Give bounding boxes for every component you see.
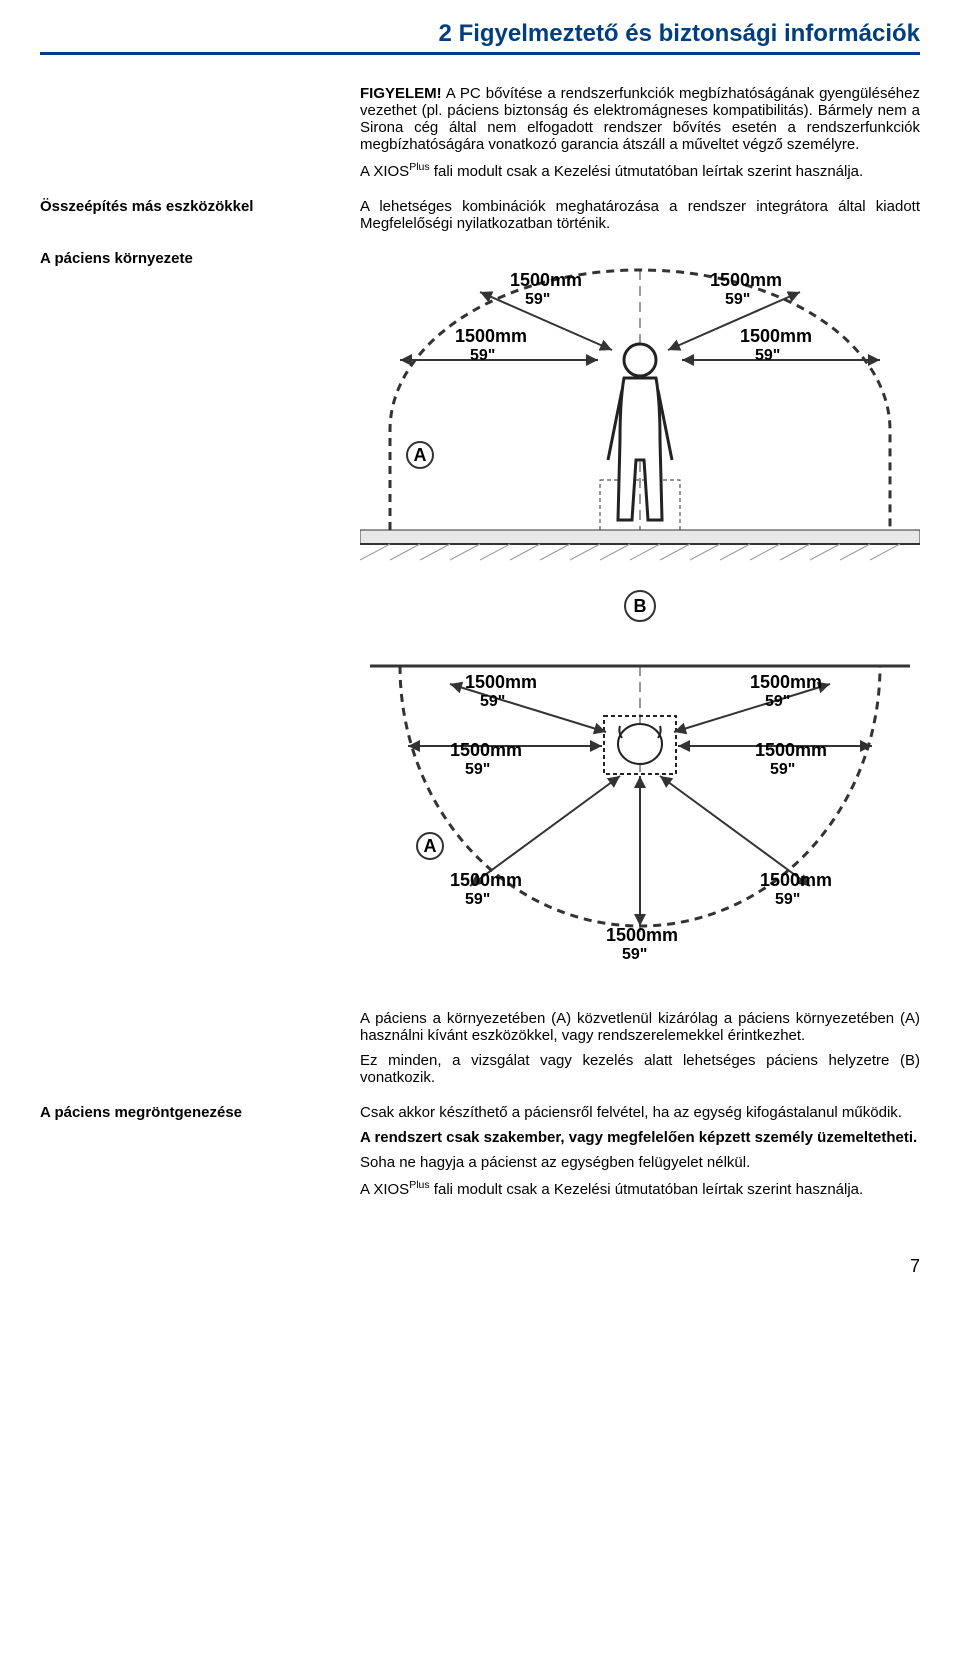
svg-text:A: A bbox=[424, 836, 437, 856]
svg-text:1500mm: 1500mm bbox=[455, 326, 527, 346]
svg-text:1500mm: 1500mm bbox=[606, 925, 678, 945]
header-rule bbox=[40, 52, 920, 55]
env-description-row: A páciens a környezetében (A) közvetlenü… bbox=[40, 1010, 920, 1094]
xray-p1: Csak akkor készíthető a páciensről felvé… bbox=[360, 1104, 920, 1121]
xray-label: A páciens megröntgenezése bbox=[40, 1104, 360, 1206]
intro-paragraph-1: FIGYELEM! A PC bővítése a rendszerfunkci… bbox=[360, 85, 920, 153]
env-row: A páciens környezete bbox=[40, 250, 920, 1000]
svg-text:59": 59" bbox=[770, 761, 795, 778]
diagram-top-view: A 1500mm 59" 1500mm 59" 1500mm 59" 1500m… bbox=[360, 636, 920, 976]
svg-text:59": 59" bbox=[755, 347, 780, 364]
diagram-side-view: A 1500mm 59" bbox=[360, 260, 920, 580]
svg-text:1500mm: 1500mm bbox=[750, 672, 822, 692]
svg-text:59": 59" bbox=[765, 693, 790, 710]
svg-text:59": 59" bbox=[525, 291, 550, 308]
svg-text:1500mm: 1500mm bbox=[760, 870, 832, 890]
svg-text:59": 59" bbox=[775, 891, 800, 908]
page-number: 7 bbox=[40, 1256, 920, 1277]
xray-p4: A XIOSPlus fali modult csak a Kezelési ú… bbox=[360, 1179, 920, 1198]
svg-text:59": 59" bbox=[480, 693, 505, 710]
assembly-row: Összeépítés más eszközökkel A lehetséges… bbox=[40, 198, 920, 240]
xray-row: A páciens megröntgenezése Csak akkor kés… bbox=[40, 1104, 920, 1206]
env-desc-p1: A páciens a környezetében (A) közvetlenü… bbox=[360, 1010, 920, 1044]
svg-text:1500mm: 1500mm bbox=[450, 870, 522, 890]
svg-text:1500mm: 1500mm bbox=[710, 270, 782, 290]
assembly-paragraph: A lehetséges kombinációk meghatározása a… bbox=[360, 198, 920, 232]
patient-environment-diagram: A 1500mm 59" bbox=[360, 250, 920, 1000]
svg-text:59": 59" bbox=[622, 946, 647, 963]
xray-p2: A rendszert csak szakember, vagy megfele… bbox=[360, 1129, 920, 1146]
svg-text:B: B bbox=[634, 596, 647, 616]
svg-text:1500mm: 1500mm bbox=[755, 740, 827, 760]
intro-row: FIGYELEM! A PC bővítése a rendszerfunkci… bbox=[40, 85, 920, 188]
svg-text:1500mm: 1500mm bbox=[510, 270, 582, 290]
intro-paragraph-2: A XIOSPlus fali modult csak a Kezelési ú… bbox=[360, 161, 920, 180]
svg-text:59": 59" bbox=[465, 761, 490, 778]
svg-text:59": 59" bbox=[725, 291, 750, 308]
svg-text:A: A bbox=[414, 445, 427, 465]
warning-label: FIGYELEM! bbox=[360, 85, 442, 102]
svg-text:59": 59" bbox=[470, 347, 495, 364]
svg-text:59": 59" bbox=[465, 891, 490, 908]
svg-text:1500mm: 1500mm bbox=[450, 740, 522, 760]
env-label: A páciens környezete bbox=[40, 250, 360, 1000]
svg-text:1500mm: 1500mm bbox=[740, 326, 812, 346]
diagram-b-label: B bbox=[622, 588, 658, 624]
human-figure-icon bbox=[608, 344, 672, 520]
xray-p3: Soha ne hagyja a pácienst az egységben f… bbox=[360, 1154, 920, 1171]
intro-p1-tail: A PC bővítése a rendszerfunkciók megbízh… bbox=[360, 85, 920, 153]
assembly-label: Összeépítés más eszközökkel bbox=[40, 198, 360, 240]
svg-text:1500mm: 1500mm bbox=[465, 672, 537, 692]
env-desc-p2: Ez minden, a vizsgálat vagy kezelés alat… bbox=[360, 1052, 920, 1086]
page-header-title: 2 Figyelmeztető és biztonsági információ… bbox=[40, 20, 920, 52]
